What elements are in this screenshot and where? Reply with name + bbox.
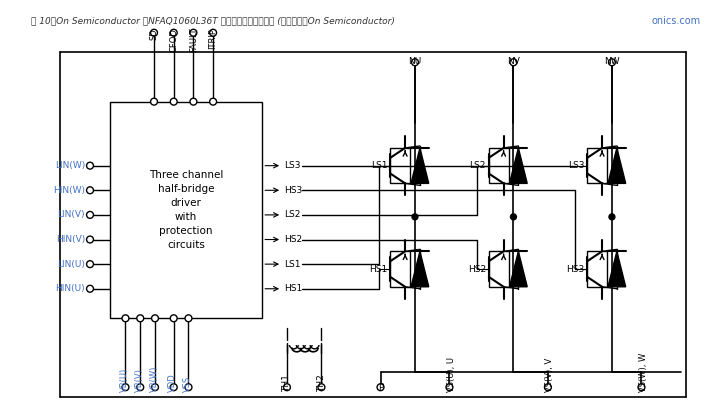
- Circle shape: [318, 384, 325, 391]
- Circle shape: [412, 214, 418, 220]
- Polygon shape: [411, 251, 429, 287]
- Text: HIN(U): HIN(U): [55, 284, 85, 293]
- Polygon shape: [608, 148, 626, 183]
- Text: VB(U): VB(U): [120, 368, 129, 392]
- Circle shape: [510, 59, 517, 66]
- Text: 图 10：On Semiconductor 的NFAQ1060L36T 功率集成模块功能框图 (图片来源：On Semiconductor): 图 10：On Semiconductor 的NFAQ1060L36T 功率集成…: [31, 16, 395, 25]
- Text: LS3: LS3: [568, 161, 584, 170]
- Text: P: P: [378, 383, 383, 392]
- Circle shape: [87, 261, 93, 268]
- Text: FAULT: FAULT: [189, 28, 198, 52]
- Circle shape: [190, 29, 197, 36]
- Circle shape: [638, 384, 645, 391]
- Circle shape: [87, 187, 93, 194]
- Text: VS(U), U: VS(U), U: [447, 357, 456, 392]
- Circle shape: [87, 285, 93, 292]
- Text: VS(W), W: VS(W), W: [639, 353, 648, 392]
- Bar: [390, 148, 410, 183]
- Circle shape: [609, 59, 615, 66]
- Circle shape: [137, 384, 144, 391]
- Text: SD: SD: [149, 28, 159, 40]
- Circle shape: [87, 211, 93, 219]
- Text: VB(V): VB(V): [135, 368, 144, 392]
- Circle shape: [170, 315, 177, 322]
- Bar: [109, 102, 262, 318]
- Circle shape: [170, 98, 177, 105]
- Text: HS1: HS1: [369, 264, 387, 274]
- Circle shape: [210, 98, 217, 105]
- Circle shape: [210, 29, 217, 36]
- Circle shape: [87, 162, 93, 169]
- Text: HS3: HS3: [566, 264, 584, 274]
- Text: HS2: HS2: [468, 264, 486, 274]
- Circle shape: [170, 384, 177, 391]
- Circle shape: [284, 384, 290, 391]
- Circle shape: [190, 98, 197, 105]
- Text: HS3: HS3: [284, 186, 302, 195]
- Text: LS2: LS2: [284, 211, 300, 219]
- Text: LS1: LS1: [371, 161, 387, 170]
- Circle shape: [185, 315, 192, 322]
- Text: LS2: LS2: [469, 161, 486, 170]
- Bar: [489, 251, 508, 287]
- Text: HIN(W): HIN(W): [53, 186, 85, 195]
- Polygon shape: [411, 148, 429, 183]
- Text: LIN(V): LIN(V): [58, 211, 85, 219]
- Circle shape: [122, 384, 129, 391]
- Circle shape: [137, 315, 144, 322]
- Text: HS2: HS2: [284, 235, 302, 244]
- Text: HS1: HS1: [284, 284, 302, 293]
- Text: HIN(V): HIN(V): [56, 235, 85, 244]
- Text: LS3: LS3: [284, 161, 301, 170]
- Circle shape: [377, 384, 384, 391]
- Circle shape: [170, 29, 177, 36]
- Polygon shape: [608, 251, 626, 287]
- Text: TH2: TH2: [317, 374, 326, 392]
- Text: NW: NW: [604, 58, 620, 66]
- Text: LIN(U): LIN(U): [57, 260, 85, 269]
- Circle shape: [412, 59, 418, 66]
- Circle shape: [609, 214, 615, 220]
- Text: CFOD: CFOD: [169, 28, 178, 52]
- Text: VSS: VSS: [183, 376, 192, 392]
- Polygon shape: [510, 251, 528, 287]
- Text: TH1: TH1: [282, 374, 292, 392]
- Circle shape: [151, 384, 159, 391]
- Circle shape: [151, 29, 157, 36]
- Circle shape: [151, 98, 157, 105]
- Circle shape: [87, 236, 93, 243]
- Text: VDD: VDD: [169, 373, 177, 392]
- Bar: [390, 251, 410, 287]
- Circle shape: [151, 315, 159, 322]
- Circle shape: [446, 384, 453, 391]
- Circle shape: [510, 214, 516, 220]
- Text: VS(V), V: VS(V), V: [545, 358, 555, 392]
- Text: NU: NU: [408, 58, 422, 66]
- Circle shape: [122, 315, 129, 322]
- Circle shape: [185, 384, 192, 391]
- Text: ITRIP: ITRIP: [208, 28, 218, 49]
- Polygon shape: [510, 148, 528, 183]
- Circle shape: [545, 384, 551, 391]
- Text: LS1: LS1: [284, 260, 301, 269]
- Text: VB(W): VB(W): [149, 366, 159, 392]
- Text: LIN(W): LIN(W): [55, 161, 85, 170]
- Text: NV: NV: [507, 58, 520, 66]
- Bar: [587, 148, 607, 183]
- Bar: [489, 148, 508, 183]
- Bar: [587, 251, 607, 287]
- Text: onics.com: onics.com: [651, 16, 700, 26]
- Text: Three channel
half-bridge
driver
with
protection
circuits: Three channel half-bridge driver with pr…: [149, 170, 223, 250]
